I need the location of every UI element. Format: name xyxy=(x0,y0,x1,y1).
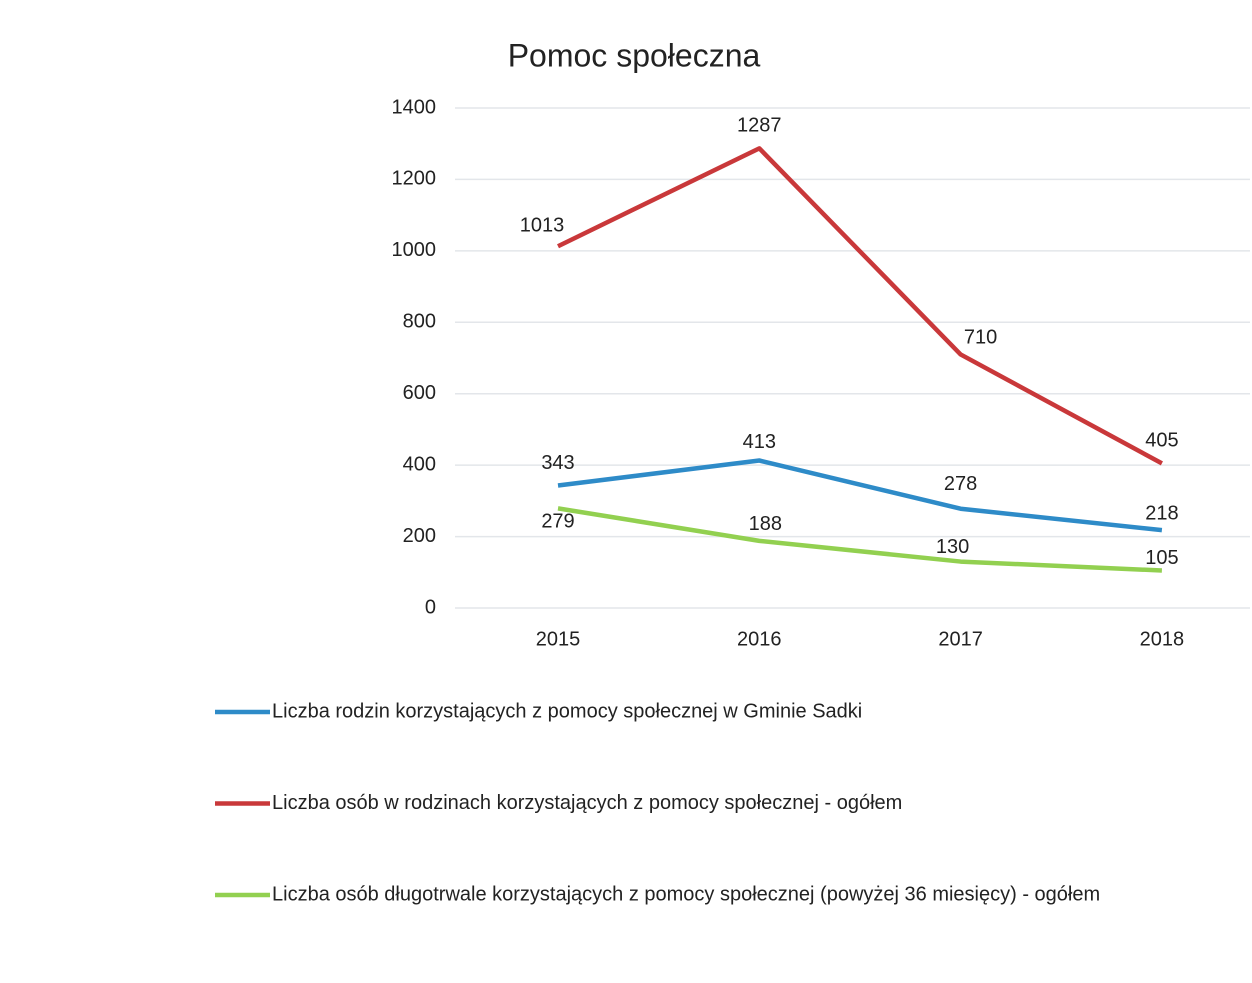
data-label: 710 xyxy=(964,327,997,349)
data-label: 218 xyxy=(1145,502,1178,524)
series-line xyxy=(557,506,1162,573)
data-label: 1287 xyxy=(737,115,782,137)
x-tick-label: 2018 xyxy=(1140,628,1185,650)
x-tick-label: 2015 xyxy=(536,628,581,650)
y-tick-label: 200 xyxy=(403,525,436,547)
x-tick-label: 2017 xyxy=(938,628,983,650)
x-tick-label: 2016 xyxy=(737,628,782,650)
y-tick-label: 400 xyxy=(403,453,436,475)
data-label: 1013 xyxy=(520,214,565,236)
chart-title: Pomoc społeczna xyxy=(508,37,761,73)
data-label: 405 xyxy=(1145,430,1178,452)
y-tick-label: 600 xyxy=(403,382,436,404)
data-label: 105 xyxy=(1145,547,1178,569)
data-label: 413 xyxy=(743,431,776,453)
data-label: 343 xyxy=(541,452,574,474)
data-label: 278 xyxy=(944,473,977,495)
y-tick-label: 800 xyxy=(403,311,436,333)
data-label: 188 xyxy=(749,513,782,535)
series-line xyxy=(557,458,1163,533)
series-line xyxy=(557,146,1163,466)
data-label: 130 xyxy=(936,536,969,558)
legend-label: Liczba osób w rodzinach korzystających z… xyxy=(272,792,902,814)
y-tick-label: 0 xyxy=(425,596,436,618)
y-tick-label: 1200 xyxy=(392,168,437,190)
legend-label: Liczba rodzin korzystających z pomocy sp… xyxy=(272,700,862,722)
data-label: 279 xyxy=(541,511,574,533)
legend-label: Liczba osób długotrwale korzystających z… xyxy=(272,883,1100,905)
y-tick-label: 1000 xyxy=(392,239,437,261)
y-tick-label: 1400 xyxy=(392,96,437,118)
